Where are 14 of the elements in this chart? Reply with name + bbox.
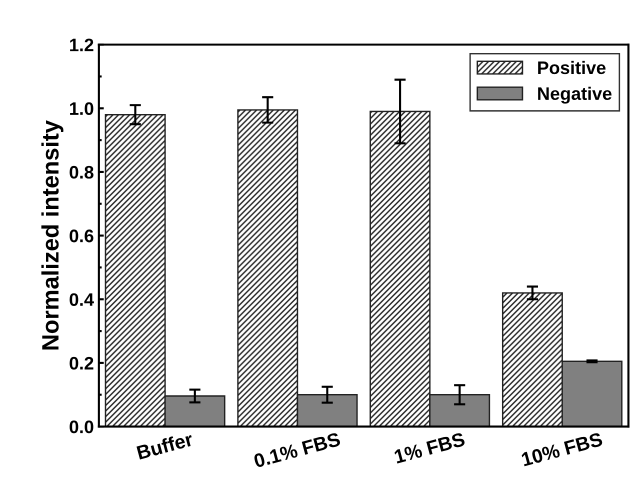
y-tick-label: 0.6: [70, 230, 94, 242]
x-tick-label: Buffer: [136, 431, 194, 460]
y-tick-label: 0.2: [70, 356, 94, 370]
y-tick-label: 0.0: [70, 420, 94, 434]
x-tick-label: 10% FBS: [521, 432, 604, 466]
y-tick-label: 1.0: [70, 102, 94, 116]
legend-label: Negative: [538, 86, 612, 104]
y-tick-label: 0.8: [70, 166, 94, 179]
legend-label: Positive: [538, 60, 606, 74]
y-tick-label: 1.2: [70, 38, 94, 52]
y-tick-label: 0.4: [70, 293, 94, 306]
y-axis-title: Normalized intensity: [41, 120, 64, 350]
x-tick-label: 0.1% FBS: [253, 432, 341, 468]
x-tick-label: 1% FBS: [394, 432, 466, 464]
